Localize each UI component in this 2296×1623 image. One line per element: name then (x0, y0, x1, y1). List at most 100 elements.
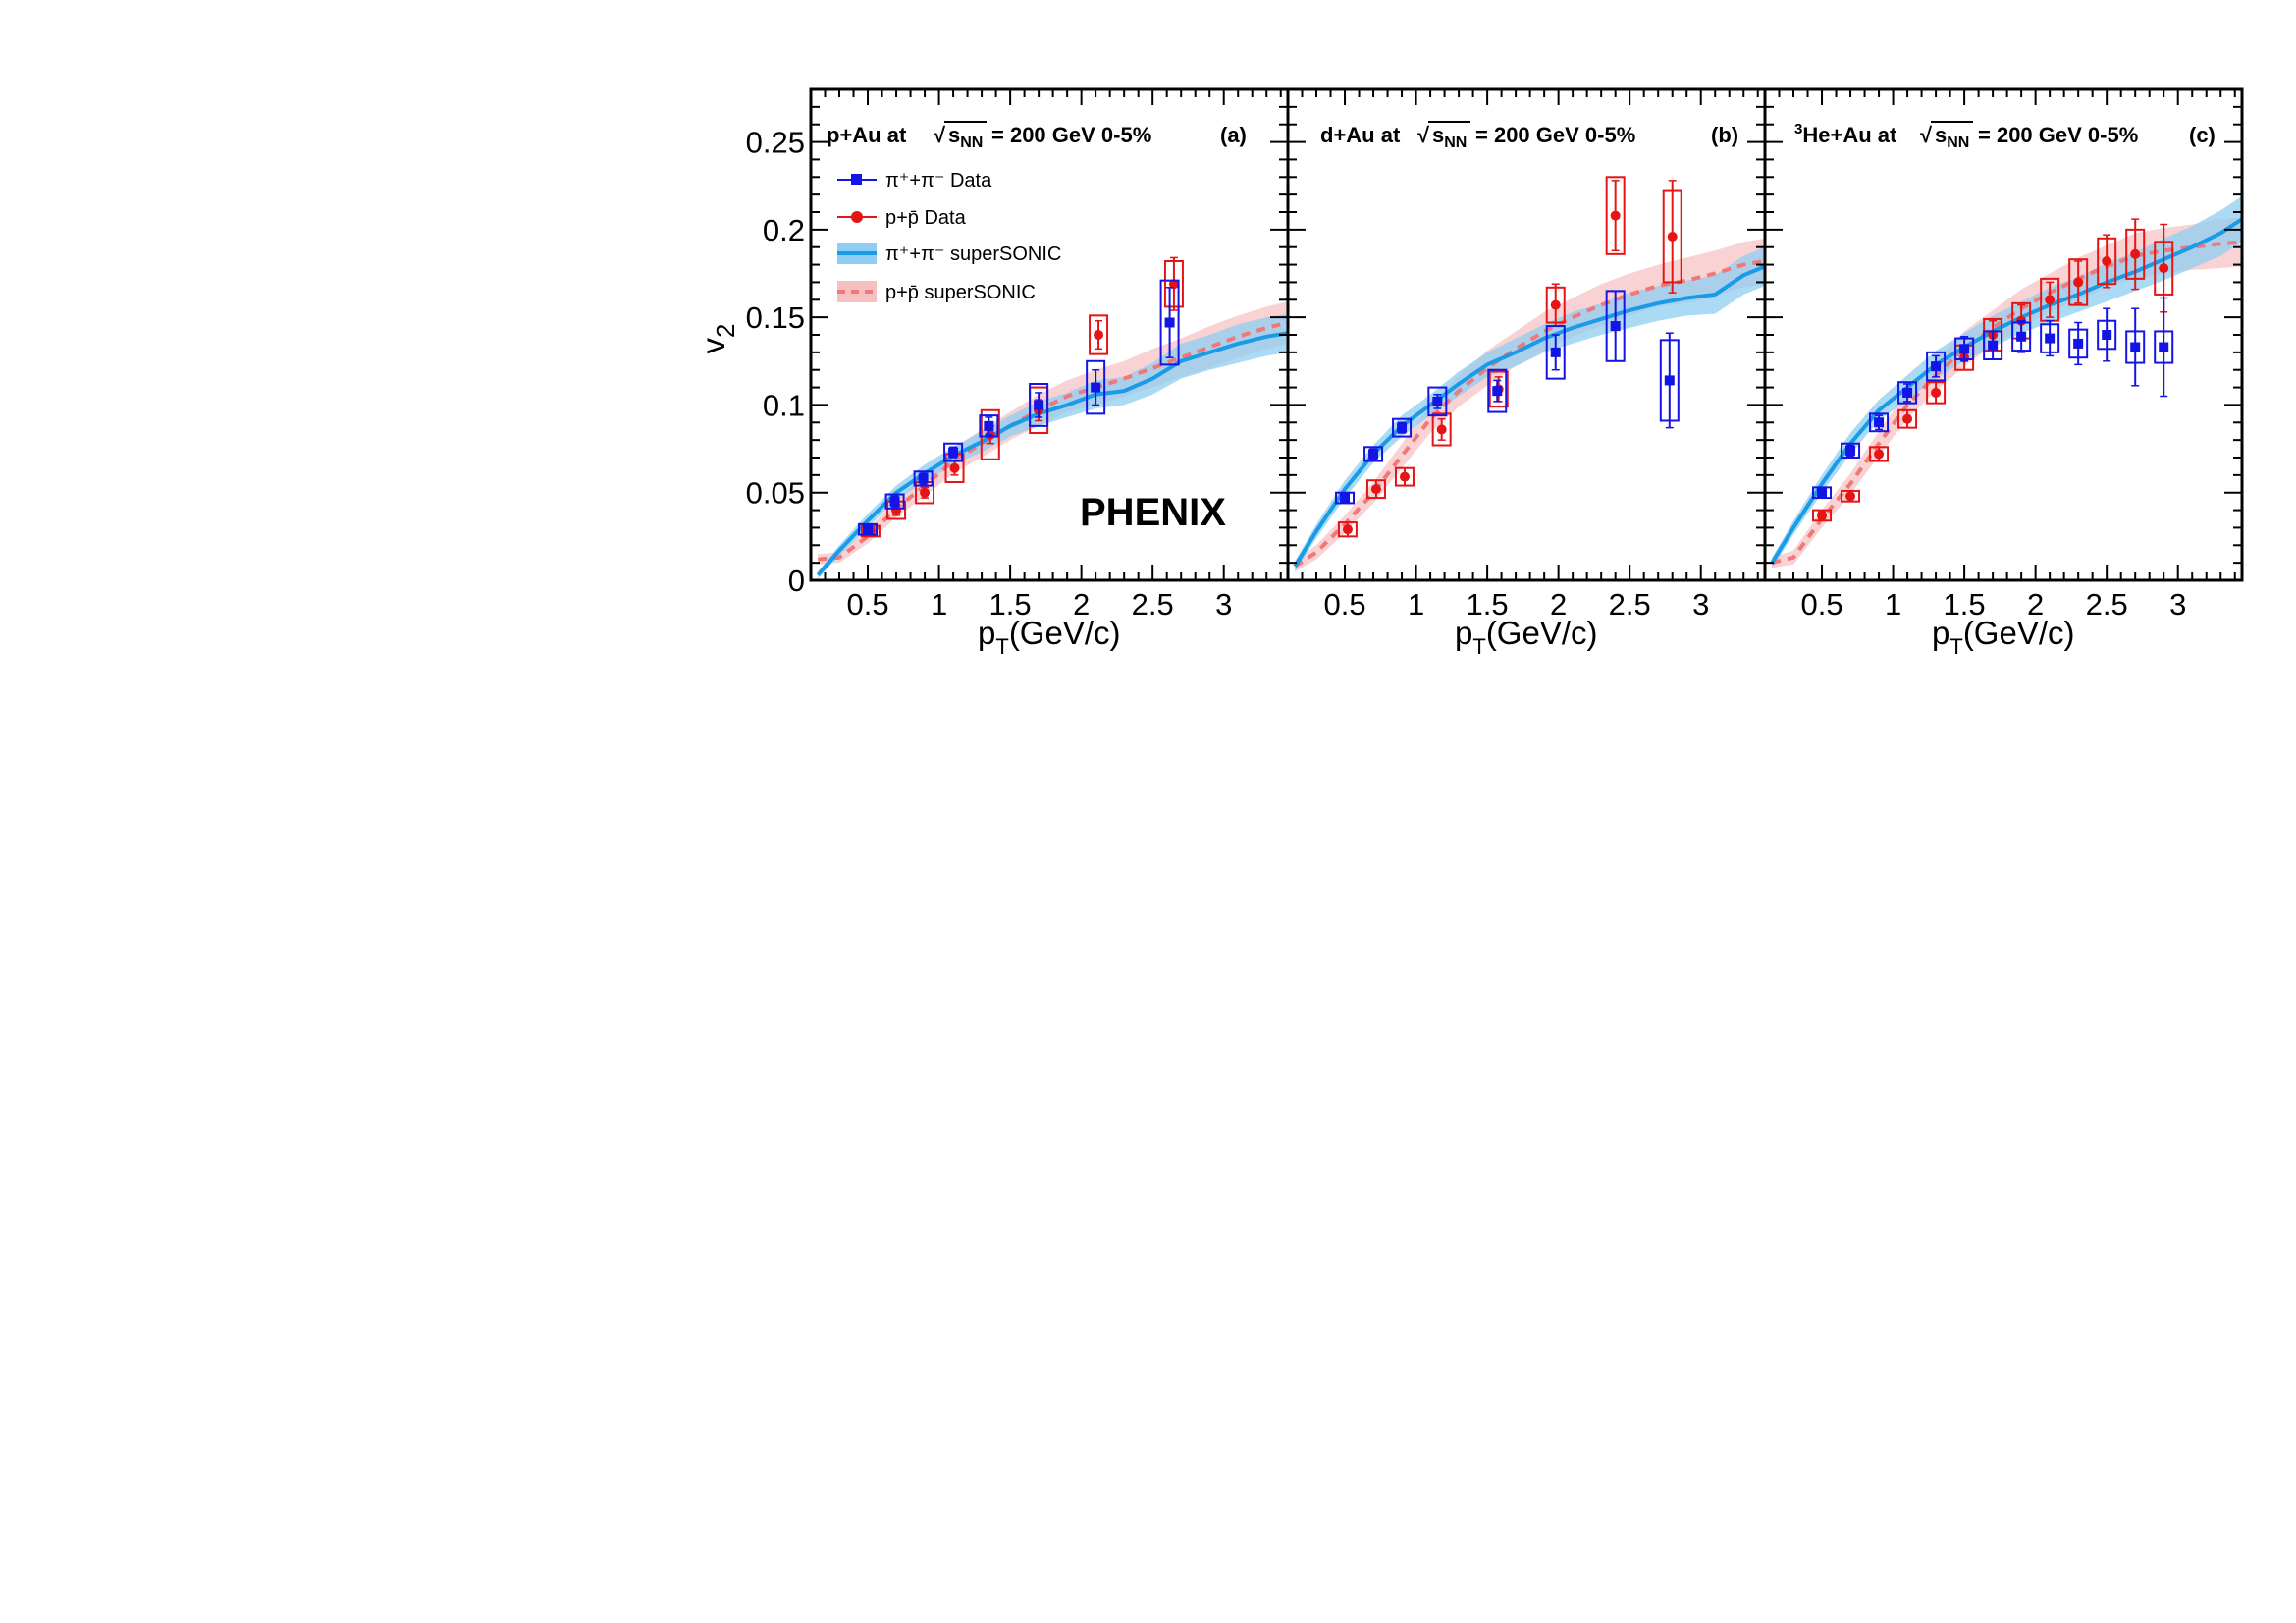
y-tick-label: 0.05 (746, 476, 805, 511)
panel-c-pion-point (1954, 336, 1975, 362)
panel-a-proton-point (1163, 256, 1184, 311)
panel-a-pion-point (943, 442, 964, 462)
panel-c-sqrt-s: s (1935, 123, 1947, 147)
panel-b-pion-sys-box (1545, 325, 1566, 380)
panel-b-pion-point (1363, 446, 1384, 462)
panel-b-pion-point (1605, 290, 1626, 362)
panel-a-pion-marker (918, 473, 929, 484)
panel-a-pion-sys-box (1086, 359, 1106, 415)
panel-c-pion-sys-box (1926, 351, 1947, 382)
panel-c-pion-marker (2159, 342, 2169, 352)
legend-proton-data: p+p̄ Data (837, 207, 967, 229)
panel-c-pion-marker (2130, 342, 2141, 352)
panel-a-proton-point (1089, 314, 1109, 355)
panel-b-pion-sys-box (1335, 491, 1356, 505)
svg-text:sNN: sNN (948, 123, 983, 151)
panel-b-pion-sys-box (1363, 446, 1384, 462)
panel-a-x-tick-label: 2 (1073, 587, 1090, 622)
panel-c-proton-point (1926, 381, 1947, 405)
panel-c-proton-point (1812, 509, 1833, 522)
panel-c-proton-marker (1931, 387, 1942, 398)
panel-c-pion-marker (1845, 445, 1856, 456)
panel-a-proton-marker (1168, 279, 1179, 290)
panel-c-pion-marker (1931, 361, 1942, 372)
y-tick-label: 0.2 (763, 213, 805, 247)
svg-text:pT(GeV/c): pT(GeV/c) (1932, 615, 2075, 659)
panel-b-proton-point (1365, 479, 1386, 500)
panel-b-proton-point (1605, 176, 1626, 255)
panel-b-x-tick-label: 2.5 (1609, 587, 1651, 622)
panel-b-x-tick-label: 0.5 (1323, 587, 1365, 622)
panel-b-pion-model-band (1295, 246, 1765, 572)
panel-b-title-suffix: = 200 GeV 0-5% (1475, 123, 1635, 147)
panel-c-proton-sys-box (1812, 509, 1833, 522)
x-axis-title-b: pT(GeV/c) (1455, 615, 1598, 659)
legend-proton-data-label: p+p̄ Data (885, 207, 967, 229)
x-axis-title-b-units: (GeV/c) (1486, 615, 1598, 651)
panel-a-pion-point (858, 522, 879, 536)
svg-text:sNN: sNN (1432, 123, 1467, 151)
panel-c-pion-point (2125, 307, 2146, 387)
panel-b-proton-point (1394, 466, 1415, 487)
legend-pion-model-label: π⁺+π⁻ superSONIC (885, 243, 1061, 265)
panel-b-pion-sys-box (1392, 417, 1413, 438)
panel-c-proton-marker (1845, 491, 1856, 502)
panel-c-proton-point (1869, 446, 1890, 462)
panel-b-proton-marker (1342, 524, 1353, 535)
panel-b-pion-sys-box (1487, 368, 1508, 413)
panel-b-pion-marker (1368, 449, 1379, 460)
panel-c-x-tick-label: 1.5 (1944, 587, 1986, 622)
panel-a-pion-point (979, 414, 999, 438)
panel-a-pion-marker (1091, 382, 1101, 393)
panel-b-proton-marker (1610, 210, 1621, 221)
panel-c-pion-point (1897, 381, 1918, 405)
legend-pion-data: π⁺+π⁻ Data (837, 170, 992, 191)
panel-c-title-prefix: He+Au at (1802, 123, 1897, 147)
x-axis-title-b-main: p (1455, 615, 1472, 651)
panel-c-pion-model-band (1772, 195, 2242, 568)
panel-c-pion-point (2011, 319, 2032, 353)
panel-a-proton-marker (949, 462, 960, 473)
panel-c-pion-sys-box (1897, 381, 1918, 405)
panel-a-x-tick-label: 0.5 (846, 587, 888, 622)
panel-b-pion-point (1659, 332, 1680, 429)
panel-c-pion-sys-box (1812, 486, 1833, 500)
x-axis-title-c-units: (GeV/c) (1963, 615, 2075, 651)
panel-b-pion-marker (1432, 396, 1443, 406)
panel-c-pion-sys-box (1869, 412, 1890, 433)
panel-a-x-tick-label: 2.5 (1132, 587, 1174, 622)
panel-a-pion-point (884, 493, 905, 510)
panel-c-title-sup: 3 (1794, 121, 1802, 137)
x-axis-title-a-units: (GeV/c) (1009, 615, 1121, 651)
panel-c-sqrt-s-sub: NN (1947, 135, 1969, 151)
panel-a-pion-sys-box (1029, 383, 1049, 427)
y-axis-title-main: v (695, 337, 731, 353)
panel-a-sqrt-s: s (948, 123, 960, 147)
panel-c-x-tick-label: 3 (2169, 587, 2186, 622)
panel-c-proton-marker (2102, 256, 2112, 266)
panel-b-pion-marker (1492, 386, 1503, 397)
panel-b-pion-point (1427, 386, 1448, 417)
svg-text:(b): (b) (1711, 123, 1738, 147)
svg-text:p+Au at: p+Au at (827, 123, 907, 147)
panel-a-pion-point (1029, 383, 1049, 427)
panel-c-proton-marker (1817, 510, 1828, 520)
panel-c-pion-point (1841, 442, 1861, 460)
x-axis-title-c-sub: T (1949, 634, 1962, 659)
panel-b-pion-point (1392, 417, 1413, 438)
panel-c-proton-marker (2073, 277, 2084, 288)
panel-b-pion-marker (1397, 422, 1408, 433)
panel-c-proton-model-line (1771, 240, 2242, 566)
panel-b-proton-marker (1399, 471, 1410, 482)
panel-b-pion-point (1545, 325, 1566, 380)
panel-b-proton-marker (1370, 484, 1381, 495)
panel-a-pion-sys-box (913, 470, 934, 487)
axis-ticks-layer: 0.5 1 1.5 2 2.5 3 0.5 1 1.5 2 2.5 3 0.5 1 1.5 2 2.5 3 0 0.0… (746, 88, 2242, 622)
panel-b-proton-sys-box (1488, 370, 1509, 408)
y-axis-title-sub: 2 (711, 324, 740, 338)
panel-b-sqrt-s-sub: NN (1444, 135, 1467, 151)
panel-a-x-tick-label: 1 (931, 587, 947, 622)
panel-c-pion-point (2040, 319, 2060, 357)
svg-text:3He+Au at: 3He+Au at (1794, 121, 1897, 147)
